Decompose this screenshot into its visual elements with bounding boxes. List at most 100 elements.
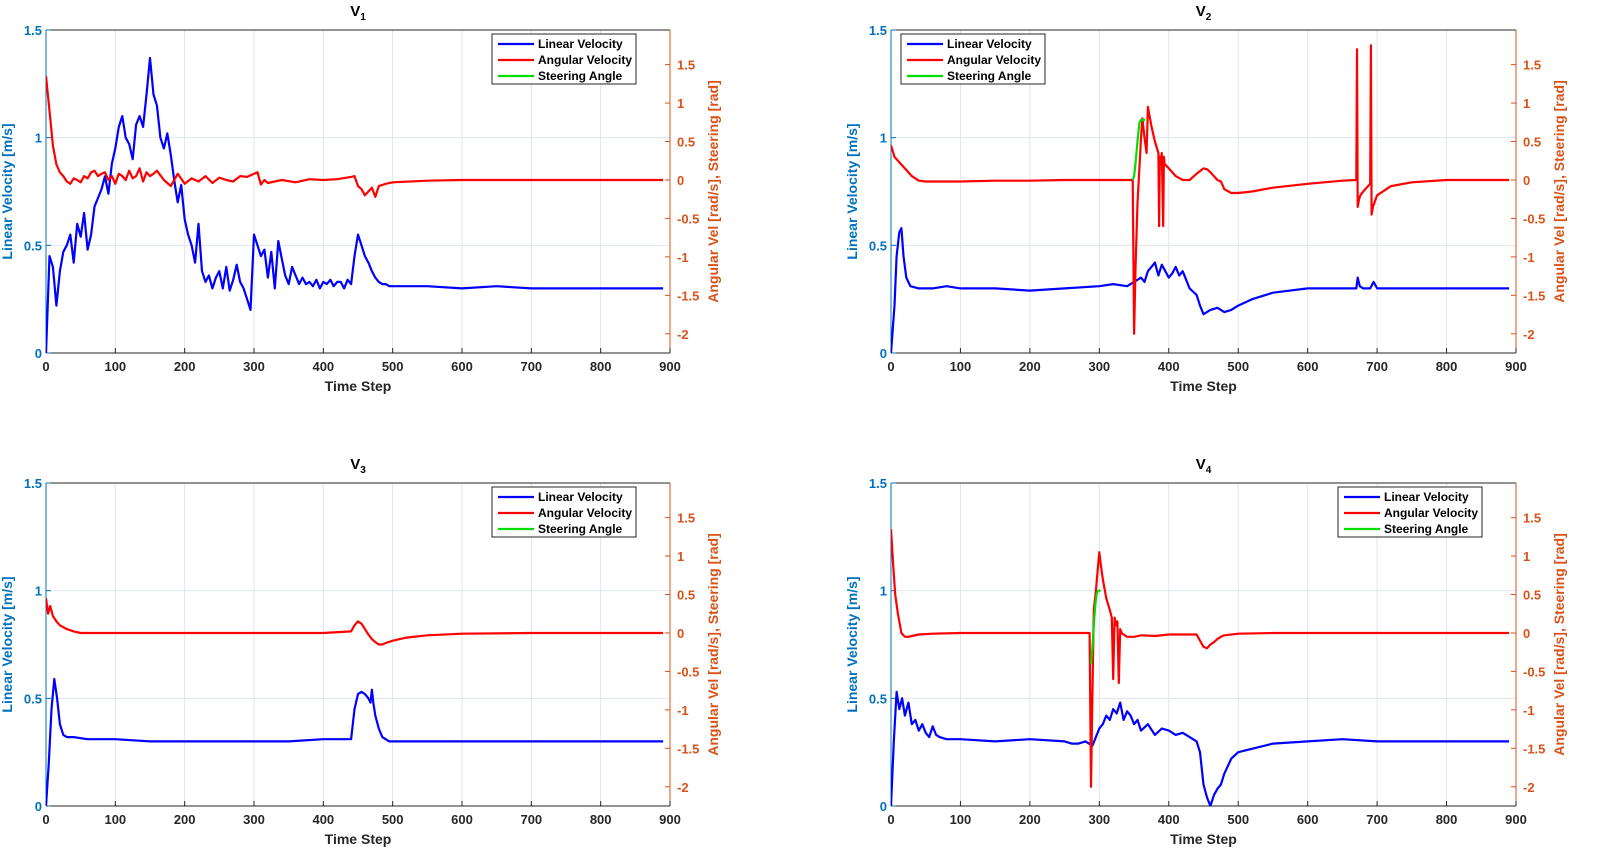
chart-v2: 0 100 200 300 400 500 600 700 800 900 0 0.5 1 1.5 -2 -1… bbox=[844, 3, 1567, 394]
y2-tick-label: 0.5 bbox=[677, 135, 695, 150]
y-tick-label: 0 bbox=[880, 346, 887, 361]
x-tick-label: 400 bbox=[312, 812, 334, 827]
y-tick-label: 1 bbox=[35, 584, 42, 599]
y2-tick-label: -2 bbox=[1523, 780, 1535, 795]
x-tick-label: 600 bbox=[1297, 812, 1319, 827]
x-tick-label: 100 bbox=[950, 359, 972, 374]
y2-tick-label: -2 bbox=[677, 327, 689, 342]
y2-tick-label: 1.5 bbox=[1523, 58, 1541, 73]
legend-label: Linear Velocity bbox=[538, 490, 623, 504]
y2-tick-label: -1.5 bbox=[677, 288, 699, 303]
y2-tick-label: -1 bbox=[1523, 250, 1535, 265]
x-tick-label: 600 bbox=[1297, 359, 1319, 374]
y2-axis-label: Angular Vel [rad/s], Steering [rad] bbox=[705, 533, 721, 756]
y-tick-label: 1.5 bbox=[24, 23, 42, 38]
y2-tick-label: -2 bbox=[1523, 327, 1535, 342]
x-tick-label: 700 bbox=[520, 359, 542, 374]
chart-title: V4 bbox=[1196, 456, 1212, 476]
x-axis-label: Time Step bbox=[1170, 831, 1237, 847]
y-tick-label: 0.5 bbox=[24, 691, 42, 706]
x-tick-label: 600 bbox=[451, 359, 473, 374]
x-axis-label: Time Step bbox=[325, 831, 392, 847]
chart-title: V3 bbox=[350, 456, 366, 476]
legend-label: Angular Velocity bbox=[1384, 506, 1478, 520]
y-tick-label: 1.5 bbox=[869, 23, 887, 38]
x-tick-label: 200 bbox=[1019, 359, 1041, 374]
legend: Linear Velocity Angular Velocity Steering … bbox=[900, 33, 1046, 85]
y-tick-label: 0 bbox=[880, 799, 887, 814]
legend-label: Steering Angle bbox=[538, 69, 623, 83]
y2-tick-label: -1 bbox=[677, 703, 689, 718]
y-tick-label: 0.5 bbox=[869, 238, 887, 253]
y2-tick-label: -1.5 bbox=[1523, 288, 1545, 303]
x-tick-label: 500 bbox=[1227, 812, 1249, 827]
x-tick-label: 500 bbox=[1227, 359, 1249, 374]
x-tick-label: 200 bbox=[174, 812, 196, 827]
y-tick-label: 0.5 bbox=[869, 691, 887, 706]
x-tick-label: 600 bbox=[451, 812, 473, 827]
x-tick-label: 100 bbox=[104, 812, 126, 827]
y2-tick-label: -1.5 bbox=[1523, 741, 1545, 756]
y2-tick-label: 1 bbox=[677, 549, 684, 564]
legend: Linear Velocity Angular Velocity Steering … bbox=[1337, 486, 1483, 538]
x-tick-label: 300 bbox=[1088, 359, 1110, 374]
series-angular-velocity bbox=[46, 75, 664, 198]
series-angular-velocity bbox=[46, 598, 664, 646]
x-tick-label: 700 bbox=[1366, 359, 1388, 374]
x-axis-label: Time Step bbox=[325, 378, 392, 394]
y2-tick-label: -0.5 bbox=[677, 664, 699, 679]
y2-tick-label: 1 bbox=[1523, 549, 1530, 564]
y-tick-label: 0 bbox=[35, 346, 42, 361]
legend-label: Angular Velocity bbox=[538, 506, 632, 520]
series-steering-angle bbox=[1089, 589, 1101, 664]
y2-tick-label: -0.5 bbox=[1523, 664, 1545, 679]
series-linear-velocity bbox=[46, 56, 664, 353]
y2-axis-label: Angular Vel [rad/s], Steering [rad] bbox=[1551, 533, 1567, 756]
x-tick-label: 400 bbox=[1158, 359, 1180, 374]
x-tick-label: 900 bbox=[659, 359, 681, 374]
y-axis-label: Linear Velocity [m/s] bbox=[0, 123, 15, 259]
y2-tick-label: 1.5 bbox=[677, 58, 695, 73]
chart-title: V2 bbox=[1196, 3, 1212, 23]
legend-label: Steering Angle bbox=[947, 69, 1032, 83]
x-tick-label: 300 bbox=[243, 812, 265, 827]
legend-label: Angular Velocity bbox=[538, 53, 632, 67]
x-tick-label: 100 bbox=[950, 812, 972, 827]
y-tick-label: 1.5 bbox=[24, 476, 42, 491]
legend-label: Linear Velocity bbox=[538, 37, 623, 51]
y2-tick-label: -0.5 bbox=[677, 211, 699, 226]
x-tick-label: 400 bbox=[1158, 812, 1180, 827]
chart-v3: 0 100 200 300 400 500 600 700 800 900 0 0.5 1 1.5 -2 -1… bbox=[0, 456, 721, 847]
x-tick-label: 900 bbox=[1505, 359, 1527, 374]
y-tick-label: 0 bbox=[35, 799, 42, 814]
y-tick-label: 1 bbox=[35, 131, 42, 146]
y-axis-label: Linear Velocity [m/s] bbox=[844, 123, 860, 259]
y2-tick-label: -1 bbox=[1523, 703, 1535, 718]
y-tick-label: 1.5 bbox=[869, 476, 887, 491]
x-tick-label: 300 bbox=[243, 359, 265, 374]
x-tick-label: 0 bbox=[887, 359, 894, 374]
x-tick-label: 900 bbox=[659, 812, 681, 827]
y2-tick-label: -1.5 bbox=[677, 741, 699, 756]
y2-tick-label: 0 bbox=[677, 626, 684, 641]
y2-tick-label: -0.5 bbox=[1523, 211, 1545, 226]
x-tick-label: 0 bbox=[42, 812, 49, 827]
x-tick-label: 500 bbox=[382, 359, 404, 374]
chart-v4: 0 100 200 300 400 500 600 700 800 900 0 0.5 1 1.5 -2 -1… bbox=[844, 456, 1567, 847]
y2-tick-label: 1.5 bbox=[677, 511, 695, 526]
legend: Linear Velocity Angular Velocity Steering … bbox=[491, 486, 637, 538]
y-tick-label: 1 bbox=[880, 131, 887, 146]
y2-tick-label: 0.5 bbox=[1523, 135, 1541, 150]
y2-tick-label: 0 bbox=[1523, 173, 1530, 188]
x-tick-label: 800 bbox=[590, 359, 612, 374]
series-linear-velocity bbox=[891, 227, 1510, 353]
y-axis-label: Linear Velocity [m/s] bbox=[844, 576, 860, 712]
y2-axis-label: Angular Vel [rad/s], Steering [rad] bbox=[1551, 80, 1567, 303]
series-linear-velocity bbox=[46, 677, 664, 806]
y2-tick-label: 1 bbox=[1523, 96, 1530, 111]
x-tick-label: 800 bbox=[590, 812, 612, 827]
legend: Linear Velocity Angular Velocity Steering … bbox=[491, 33, 637, 85]
x-axis-label: Time Step bbox=[1170, 378, 1237, 394]
y2-tick-label: -2 bbox=[677, 780, 689, 795]
chart-v1: 0 100 200 300 400 500 600 700 800 900 0 0.5 1 1.5 -2 -1… bbox=[0, 3, 721, 394]
